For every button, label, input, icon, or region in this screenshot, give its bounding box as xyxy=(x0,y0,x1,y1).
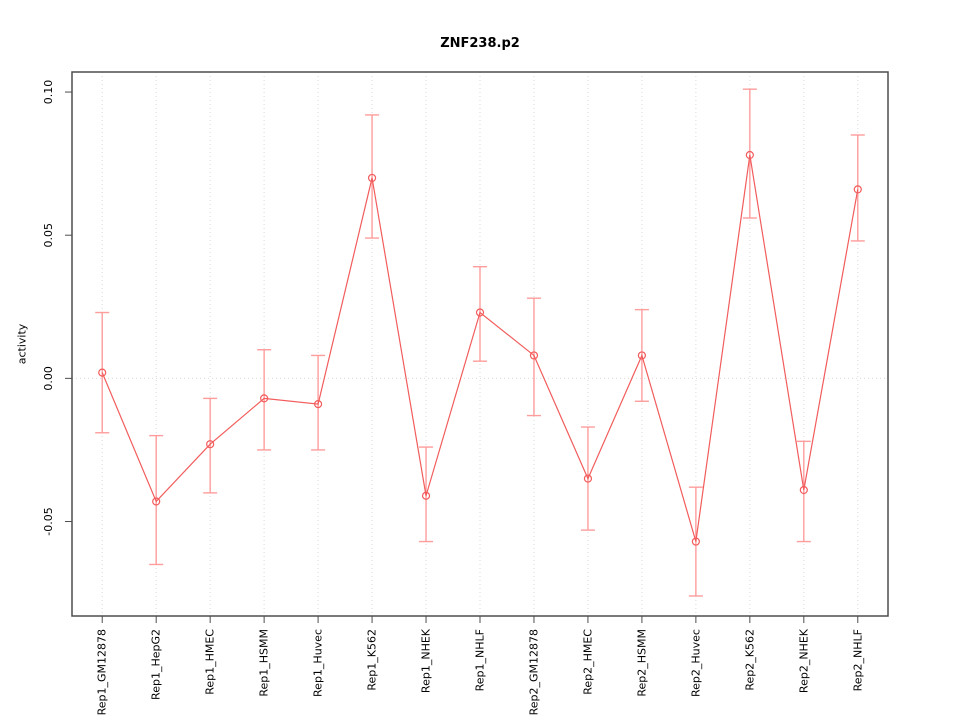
x-tick-label: Rep1_Huvec xyxy=(312,629,325,697)
data-point xyxy=(691,537,700,546)
y-tick-label: 0.10 xyxy=(42,80,55,105)
data-point xyxy=(152,497,161,506)
data-point xyxy=(421,491,431,500)
data-point xyxy=(475,308,485,317)
data-point xyxy=(799,485,808,495)
data-point xyxy=(367,173,377,183)
x-tick-label: Rep2_GM12878 xyxy=(527,629,540,715)
x-tick-label: Rep2_Huvec xyxy=(689,629,702,697)
data-point xyxy=(206,440,215,449)
chart-title: ZNF238.p2 xyxy=(440,36,520,51)
data-point xyxy=(313,400,323,409)
data-point xyxy=(98,368,107,377)
data-point xyxy=(583,474,593,483)
x-tick-label: Rep1_NHLF xyxy=(474,629,487,691)
data-point xyxy=(853,185,862,194)
x-tick-label: Rep1_GM12878 xyxy=(96,629,109,715)
y-tick-label: -0.05 xyxy=(42,507,55,535)
x-tick-label: Rep2_HMEC xyxy=(581,629,594,695)
data-point xyxy=(637,351,647,360)
x-tick-label: Rep1_HSMM xyxy=(258,629,271,697)
data-point xyxy=(529,351,539,360)
data-point xyxy=(260,394,269,403)
y-axis-title: activity xyxy=(15,323,29,365)
x-tick-label: Rep1_K562 xyxy=(366,629,379,691)
x-tick-label: Rep2_HSMM xyxy=(635,629,648,697)
y-tick-label: 0.05 xyxy=(42,223,55,248)
data-line xyxy=(101,154,859,542)
x-tick-label: Rep1_NHEK xyxy=(420,628,433,693)
data-point xyxy=(745,150,754,160)
y-tick-label: 0.00 xyxy=(42,366,55,391)
x-tick-label: Rep1_HepG2 xyxy=(150,629,163,700)
x-tick-label: Rep2_NHEK xyxy=(797,628,810,693)
x-tick-label: Rep1_HMEC xyxy=(204,629,217,695)
x-tick-label: Rep2_NHLF xyxy=(851,629,864,691)
x-tick-label: Rep2_K562 xyxy=(743,629,756,691)
